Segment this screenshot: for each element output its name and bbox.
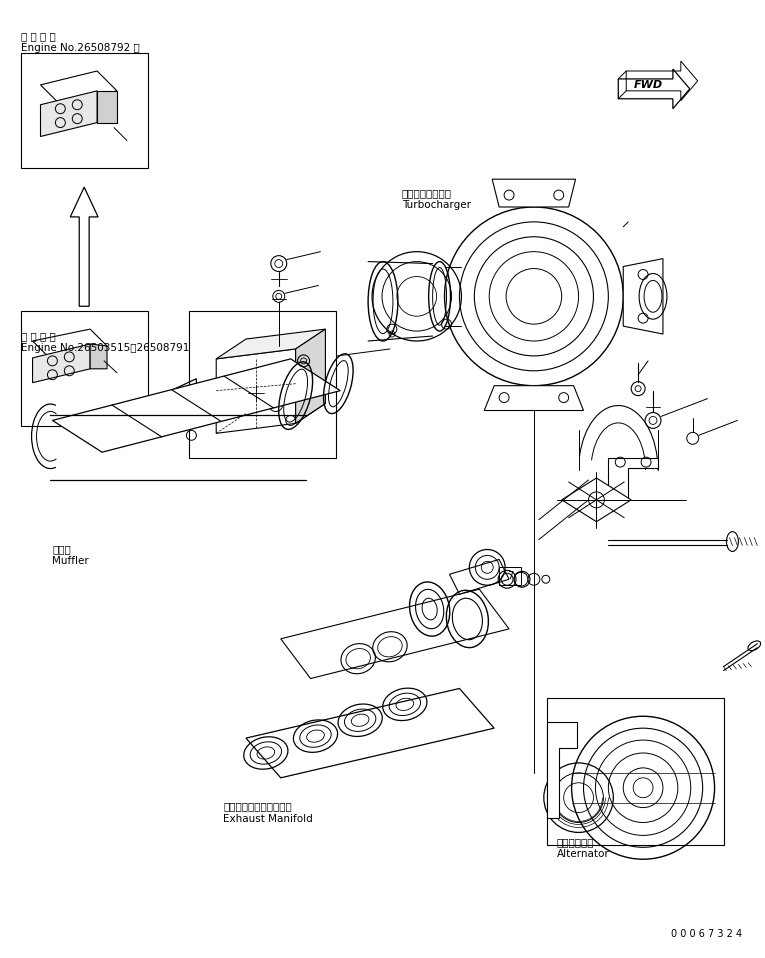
Polygon shape: [295, 330, 325, 423]
Text: 通 用 号 機: 通 用 号 機: [21, 331, 55, 341]
Text: Exhaust Manifold: Exhaust Manifold: [223, 813, 313, 824]
Text: 通 用 号 機: 通 用 号 機: [21, 32, 55, 41]
Text: エキゾーストマニホルド: エキゾーストマニホルド: [223, 802, 292, 811]
Polygon shape: [216, 349, 295, 433]
Polygon shape: [33, 330, 107, 358]
Polygon shape: [450, 559, 509, 594]
Polygon shape: [281, 589, 509, 678]
Text: 7: 7: [507, 571, 513, 582]
Polygon shape: [41, 91, 97, 136]
Polygon shape: [246, 689, 494, 778]
Polygon shape: [97, 91, 117, 123]
Text: Engine No.26503515～26508791: Engine No.26503515～26508791: [21, 343, 189, 353]
Text: FWD: FWD: [633, 80, 662, 90]
Bar: [547, 698, 724, 845]
Bar: [21, 311, 148, 426]
Text: 0 0 0 6 7 3 2 4: 0 0 0 6 7 3 2 4: [671, 928, 742, 939]
Bar: [21, 53, 148, 169]
Text: Alternator: Alternator: [557, 850, 610, 859]
Text: マフラ: マフラ: [53, 544, 71, 555]
Polygon shape: [618, 69, 690, 108]
Text: ターボチャージャ: ターボチャージャ: [402, 188, 452, 198]
Polygon shape: [41, 71, 117, 104]
Polygon shape: [216, 330, 325, 359]
Polygon shape: [484, 386, 584, 410]
Polygon shape: [53, 359, 340, 452]
Polygon shape: [608, 458, 658, 500]
Text: Turbocharger: Turbocharger: [402, 200, 471, 210]
Polygon shape: [492, 179, 575, 207]
Polygon shape: [33, 344, 90, 382]
Text: オルタネータ: オルタネータ: [557, 837, 594, 848]
Polygon shape: [562, 478, 631, 522]
Bar: [190, 311, 337, 458]
Polygon shape: [90, 344, 107, 369]
Bar: [499, 567, 521, 585]
Polygon shape: [623, 259, 663, 334]
Polygon shape: [547, 722, 577, 817]
Text: Engine No.26508792 ～: Engine No.26508792 ～: [21, 43, 139, 54]
Text: Muffler: Muffler: [53, 557, 90, 566]
